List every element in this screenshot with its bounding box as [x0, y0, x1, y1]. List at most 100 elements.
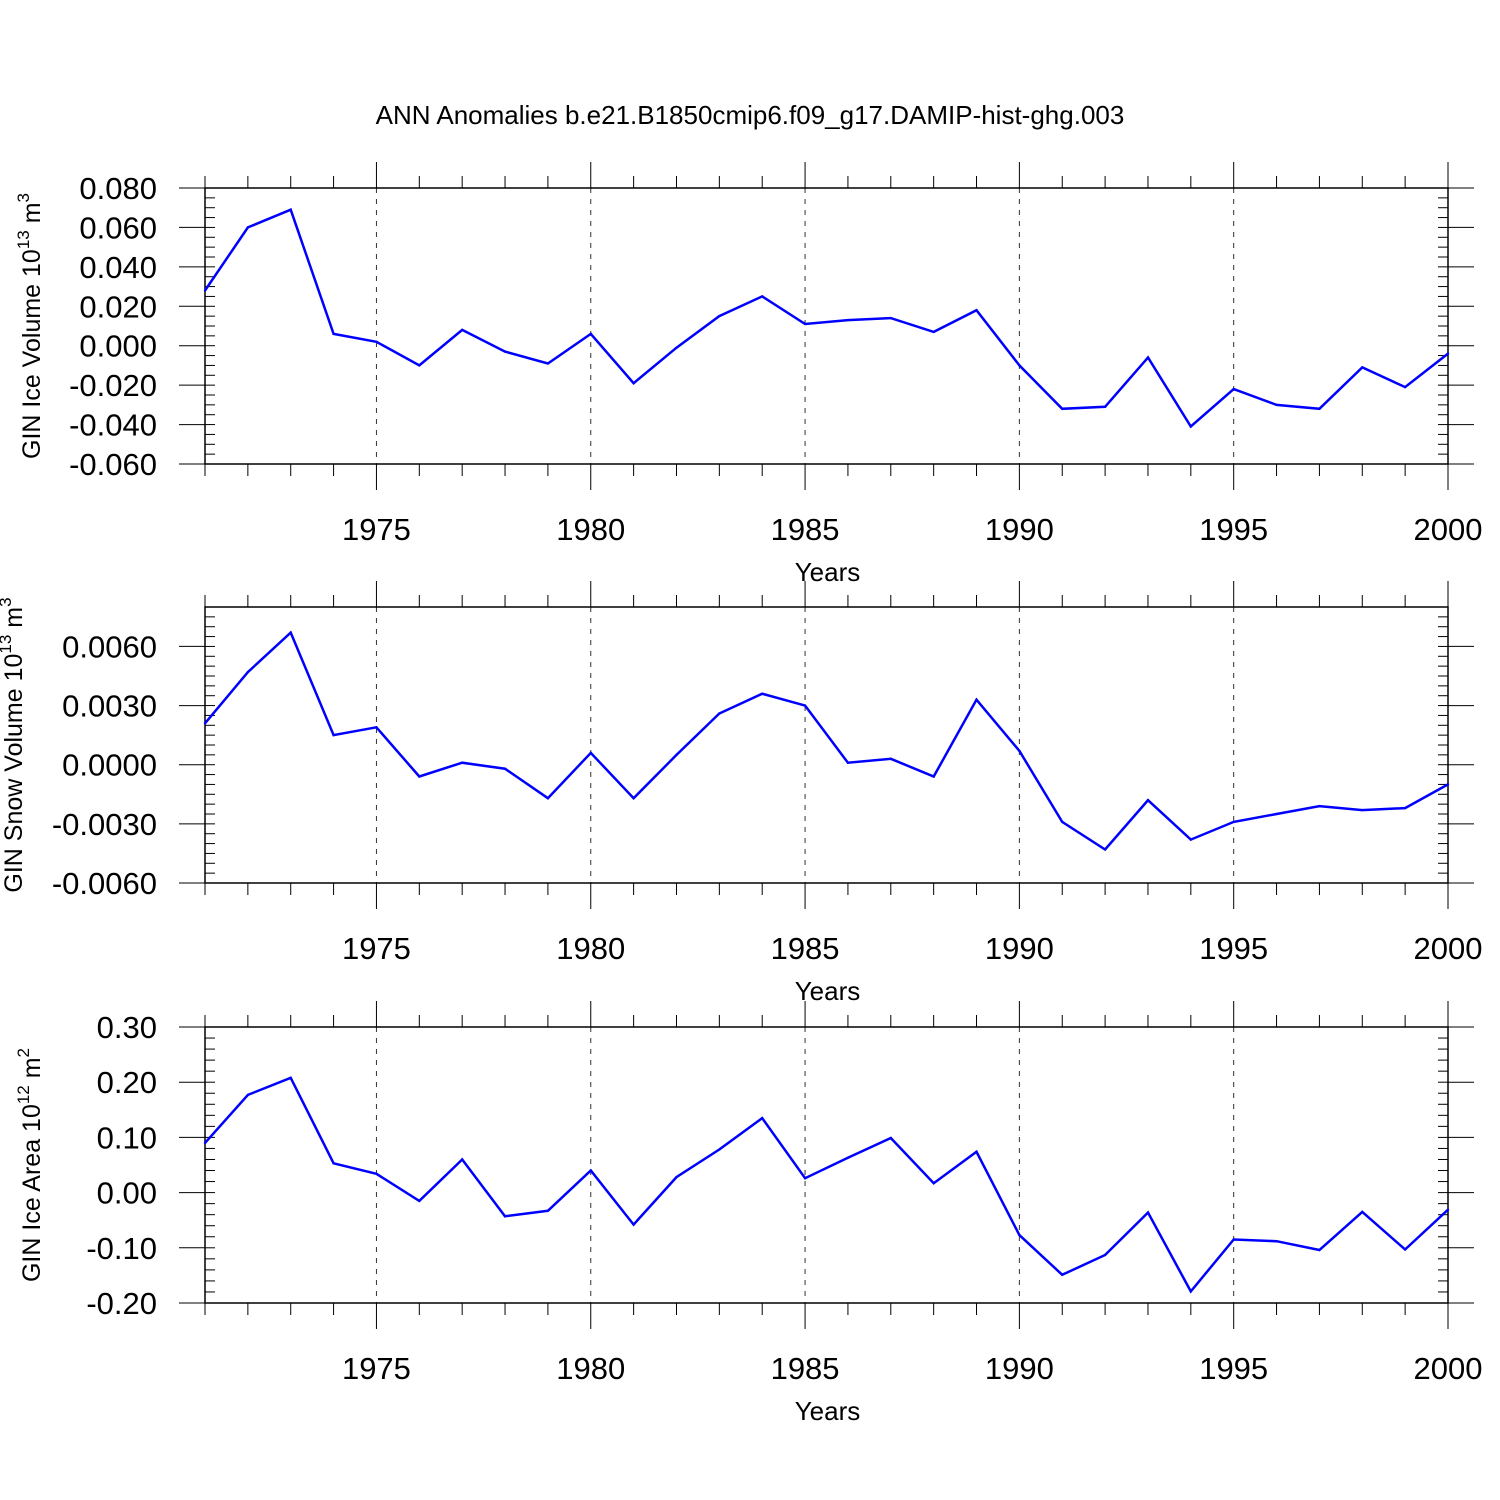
data-point [675, 753, 678, 757]
data-point [589, 751, 592, 755]
data-point [332, 733, 335, 737]
data-point [375, 726, 378, 729]
data-point [1061, 820, 1064, 824]
series-line [204, 630, 1449, 852]
data-point [1275, 812, 1278, 816]
data-point [1232, 820, 1235, 824]
data-point [632, 1223, 635, 1226]
data-point [332, 332, 335, 336]
data-point [375, 1172, 378, 1176]
data-point [975, 1150, 978, 1153]
data-point [1232, 1238, 1235, 1241]
data-point [761, 692, 764, 695]
series-line [204, 1076, 1449, 1294]
y-tick-label: 0.020 [79, 289, 157, 324]
figure-title: ANN Anomalies b.e21.B1850cmip6.f09_g17.D… [376, 100, 1125, 130]
data-point [675, 1175, 678, 1179]
data-point [803, 322, 807, 326]
data-point [1146, 799, 1150, 802]
data-point [846, 318, 850, 322]
data-point [718, 1148, 721, 1151]
x-tick-label: 1995 [1199, 512, 1268, 547]
data-point [1103, 1253, 1107, 1257]
data-point [375, 340, 378, 343]
data-point [1446, 783, 1450, 786]
x-tick-label: 1980 [556, 931, 625, 966]
data-point [846, 761, 850, 764]
y-tick-label: 0.060 [79, 210, 157, 245]
data-point [246, 226, 250, 229]
data-point [289, 631, 292, 634]
data-point [546, 1209, 550, 1213]
data-point [460, 761, 464, 764]
panel-2: 1975 1980 1985 1990 1995 2000 Years -0.0060 -0.0… [0, 581, 1482, 1006]
data-point [846, 1156, 850, 1160]
panels: 1975 1980 1985 1990 1995 2000 Years -0.060 -0.04… [0, 162, 1482, 1426]
data-point [332, 1162, 335, 1165]
data-point [1361, 1210, 1364, 1214]
y-tick-label: 0.0000 [62, 748, 157, 783]
x-tick-label: 2000 [1414, 1351, 1483, 1386]
x-tick-label: 1985 [771, 1351, 840, 1386]
data-point [1232, 387, 1235, 391]
y-tick-label: -0.0060 [52, 866, 157, 901]
data-point [1189, 838, 1193, 841]
data-point [418, 364, 421, 367]
data-point [589, 332, 592, 336]
y-tick-label: -0.060 [69, 447, 157, 482]
data-point [1318, 804, 1321, 808]
x-tick-label: 1985 [771, 931, 840, 966]
data-point [718, 712, 721, 715]
data-point [1361, 808, 1364, 812]
data-point [1403, 1248, 1407, 1251]
data-point [1275, 403, 1278, 407]
data-point [503, 767, 507, 770]
y-tick-label: 0.0060 [62, 629, 157, 664]
data-point [718, 314, 721, 318]
y-tick-label: 0.20 [97, 1065, 157, 1100]
data-point [932, 1182, 935, 1185]
x-axis-label: Years [795, 557, 861, 587]
y-tick-label: -0.020 [69, 368, 157, 403]
x-tick-label: 1990 [985, 1351, 1054, 1386]
y-axis-label: GIN Ice Area 1012 m2 [14, 1048, 46, 1282]
y-tick-label: 0.30 [97, 1010, 157, 1045]
x-tick-label: 1980 [556, 512, 625, 547]
data-point [1275, 1239, 1278, 1243]
data-point [1189, 425, 1193, 428]
y-axis-label: GIN Snow Volume 1013 m3 [0, 597, 28, 892]
data-point [889, 316, 892, 320]
y-tick-label: 0.080 [79, 171, 157, 206]
x-tick-label: 2000 [1414, 512, 1483, 547]
x-tick-label: 1995 [1199, 1351, 1268, 1386]
data-point [546, 797, 550, 800]
data-point [889, 1136, 892, 1140]
data-point [932, 775, 935, 778]
plot-frame [204, 187, 1449, 465]
y-tick-label: -0.0030 [52, 807, 157, 842]
data-point [675, 346, 678, 349]
x-axis-label: Years [795, 1396, 861, 1426]
data-point [589, 1169, 592, 1172]
data-point [503, 1215, 507, 1218]
data-point [975, 309, 978, 312]
data-point [761, 295, 764, 298]
data-point [289, 1076, 292, 1079]
data-point [246, 670, 250, 674]
data-point [418, 1199, 421, 1203]
y-tick-label: 0.00 [97, 1176, 157, 1211]
data-point [1146, 356, 1150, 359]
x-tick-label: 1990 [985, 931, 1054, 966]
series-line [203, 208, 1449, 429]
data-point [460, 1158, 464, 1161]
y-axis-label: GIN Ice Volume 1013 m3 [14, 193, 46, 459]
y-tick-label: -0.10 [86, 1231, 157, 1266]
data-point [203, 1141, 207, 1145]
data-point [460, 328, 464, 332]
data-point [632, 797, 635, 800]
data-point [246, 1093, 250, 1097]
data-point [1318, 407, 1321, 410]
data-point [289, 208, 292, 211]
data-point [1061, 407, 1064, 410]
panel-1: 1975 1980 1985 1990 1995 2000 Years -0.060 -0.04… [14, 162, 1482, 587]
